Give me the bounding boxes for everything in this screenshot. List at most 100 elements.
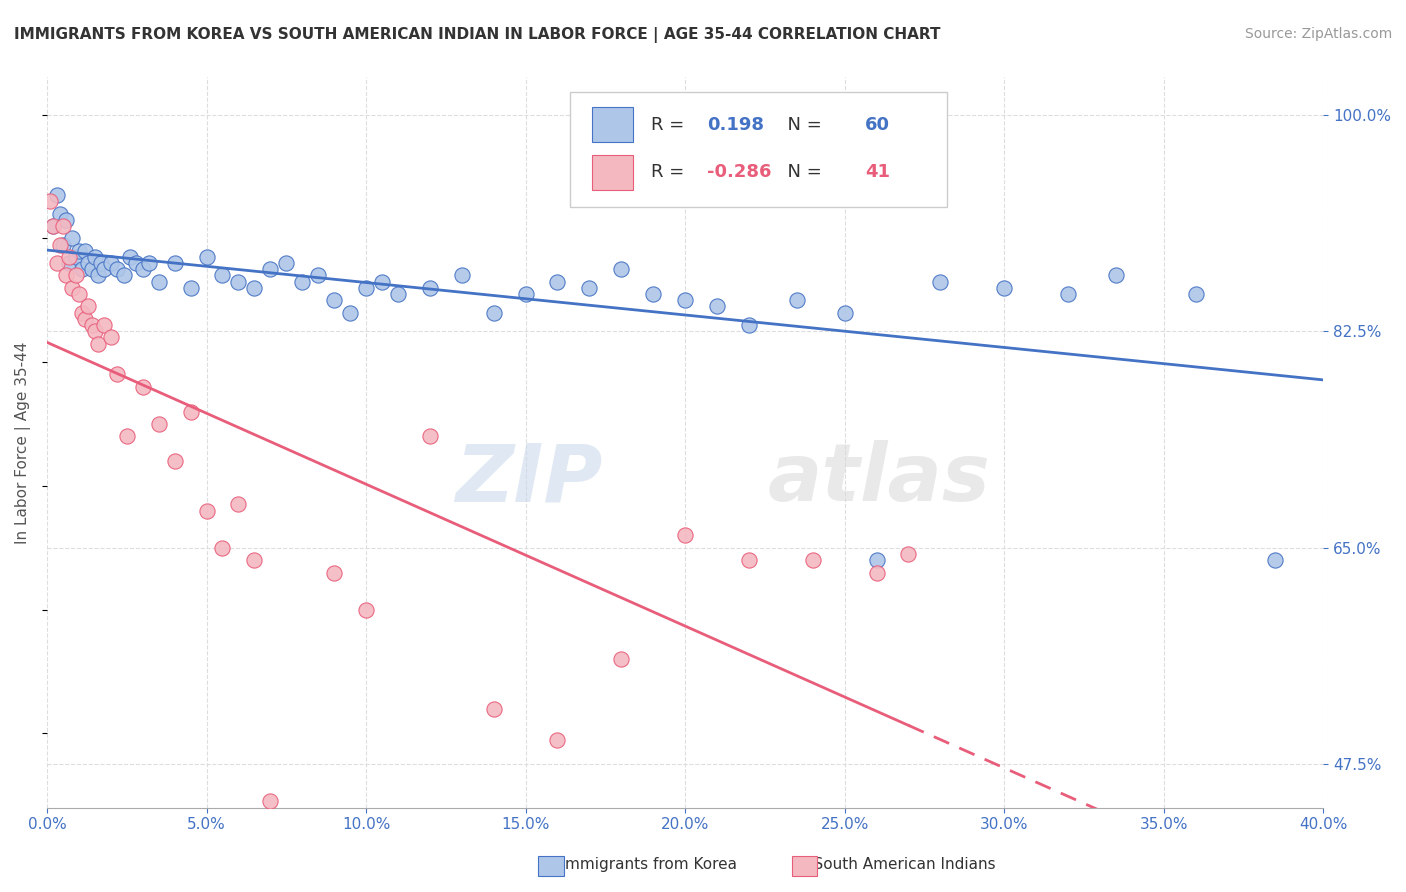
Point	[1057, 287, 1080, 301]
Point	[673, 528, 696, 542]
Point	[87, 336, 110, 351]
Point	[897, 547, 920, 561]
Point	[75, 244, 97, 258]
Point	[834, 305, 856, 319]
Point	[482, 701, 505, 715]
Point	[195, 503, 218, 517]
FancyBboxPatch shape	[592, 155, 633, 190]
Point	[100, 256, 122, 270]
Point	[62, 231, 84, 245]
Text: 0.198: 0.198	[707, 116, 763, 134]
Point	[70, 262, 93, 277]
Point	[228, 275, 250, 289]
Point	[67, 287, 90, 301]
Point	[180, 281, 202, 295]
Point	[323, 566, 346, 580]
Point	[673, 293, 696, 308]
Point	[75, 311, 97, 326]
Point	[291, 825, 314, 839]
Point	[55, 268, 77, 283]
Point	[1264, 553, 1286, 567]
Point	[450, 268, 472, 283]
Point	[80, 262, 103, 277]
Point	[70, 305, 93, 319]
Text: IMMIGRANTS FROM KOREA VS SOUTH AMERICAN INDIAN IN LABOR FORCE | AGE 35-44 CORREL: IMMIGRANTS FROM KOREA VS SOUTH AMERICAN …	[14, 27, 941, 43]
Point	[547, 275, 569, 289]
Text: Source: ZipAtlas.com: Source: ZipAtlas.com	[1244, 27, 1392, 41]
Point	[643, 287, 665, 301]
Point	[482, 305, 505, 319]
Point	[83, 250, 105, 264]
Point	[77, 256, 100, 270]
Point	[93, 262, 115, 277]
Point	[323, 293, 346, 308]
Point	[1105, 268, 1128, 283]
Point	[801, 553, 824, 567]
Point	[259, 262, 281, 277]
Point	[80, 318, 103, 332]
Point	[610, 652, 633, 666]
Point	[77, 300, 100, 314]
Point	[419, 281, 441, 295]
Point	[52, 219, 75, 233]
Y-axis label: In Labor Force | Age 35-44: In Labor Force | Age 35-44	[15, 342, 31, 544]
Text: R =: R =	[651, 116, 690, 134]
Point	[243, 281, 266, 295]
Point	[738, 318, 761, 332]
Point	[148, 417, 170, 431]
Point	[105, 368, 128, 382]
Point	[307, 268, 329, 283]
Point	[610, 262, 633, 277]
Point	[83, 324, 105, 338]
Point	[180, 404, 202, 418]
Point	[291, 275, 314, 289]
Point	[339, 305, 361, 319]
Point	[87, 268, 110, 283]
Text: R =: R =	[651, 163, 690, 181]
Point	[786, 293, 808, 308]
Point	[211, 268, 233, 283]
Text: 60: 60	[865, 116, 890, 134]
Point	[259, 795, 281, 809]
Point	[52, 237, 75, 252]
Point	[138, 256, 160, 270]
Point	[131, 262, 153, 277]
Text: 41: 41	[865, 163, 890, 181]
Point	[45, 188, 67, 202]
Point	[67, 244, 90, 258]
Text: N =: N =	[776, 116, 827, 134]
Point	[58, 250, 80, 264]
Point	[738, 553, 761, 567]
Point	[865, 566, 887, 580]
Point	[62, 281, 84, 295]
Point	[105, 262, 128, 277]
Point	[48, 206, 70, 220]
Text: atlas: atlas	[768, 440, 991, 518]
Point	[163, 256, 186, 270]
Text: -0.286: -0.286	[707, 163, 772, 181]
Text: Immigrants from Korea: Immigrants from Korea	[541, 857, 737, 872]
Point	[100, 330, 122, 344]
Text: N =: N =	[776, 163, 827, 181]
Point	[578, 281, 600, 295]
Point	[125, 256, 148, 270]
Point	[371, 275, 394, 289]
FancyBboxPatch shape	[571, 92, 946, 208]
Point	[148, 275, 170, 289]
Point	[112, 268, 135, 283]
Point	[48, 237, 70, 252]
Point	[90, 256, 112, 270]
Point	[58, 256, 80, 270]
Point	[115, 429, 138, 443]
Point	[419, 429, 441, 443]
Point	[55, 212, 77, 227]
Point	[706, 300, 728, 314]
Point	[547, 732, 569, 747]
Point	[387, 287, 409, 301]
Point	[228, 498, 250, 512]
Point	[865, 553, 887, 567]
Text: ZIP: ZIP	[454, 440, 602, 518]
Point	[42, 219, 65, 233]
Point	[354, 602, 377, 616]
Point	[929, 275, 952, 289]
